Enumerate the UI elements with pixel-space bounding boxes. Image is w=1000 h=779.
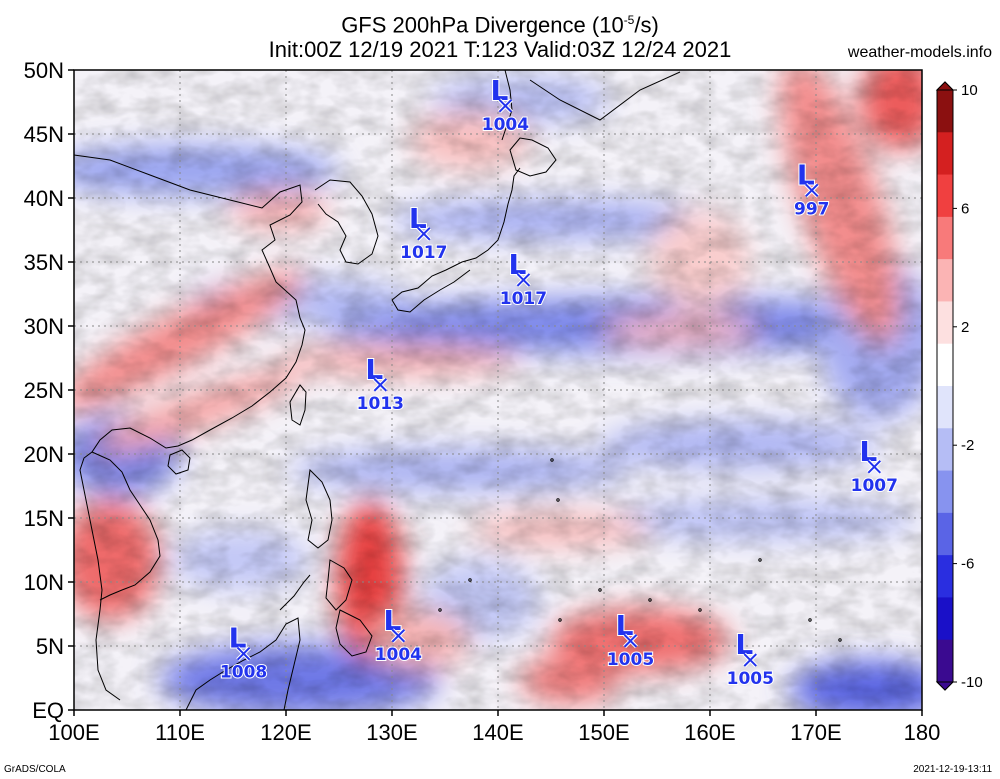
low-pressure-value: 1005 xyxy=(727,669,774,689)
colorbar-label: -6 xyxy=(961,556,974,573)
low-pressure-value: 997 xyxy=(794,199,830,219)
colorbar-frame xyxy=(936,89,954,683)
low-symbol: L xyxy=(509,248,527,281)
low-center-cross xyxy=(867,460,882,474)
lon-tick-label: 120E xyxy=(260,720,311,745)
lat-tick-label: 5N xyxy=(36,634,64,659)
footer-timestamp: 2021-12-19-13:11 xyxy=(913,764,992,775)
low-symbol: L xyxy=(383,604,401,637)
low-pressure-value: 1005 xyxy=(607,650,654,670)
colorbar-swatch xyxy=(937,512,953,556)
colorbar-swatch xyxy=(937,216,953,260)
chart-title: GFS 200hPa Divergence (10-5/s) xyxy=(0,8,1000,37)
low-symbol: L xyxy=(409,202,427,235)
colorbar-swatch xyxy=(937,132,953,176)
low-symbol: L xyxy=(490,74,508,107)
lat-tick-label: 25N xyxy=(24,378,64,403)
longitude-axis: 100E 110E 120E 130E 140E 150E 160E 170E 180 xyxy=(48,710,940,745)
colorbar-swatch xyxy=(937,90,953,133)
low-center-cross xyxy=(498,99,513,113)
colorbar-swatch xyxy=(937,555,953,598)
low-symbol: L xyxy=(859,435,877,468)
lon-tick-label: 160E xyxy=(684,720,735,745)
lon-tick-label: 100E xyxy=(48,720,99,745)
title-exponent: -5 xyxy=(623,13,635,27)
colorbar-swatch xyxy=(937,470,953,514)
low-center-cross xyxy=(743,653,757,667)
lat-tick-label: EQ xyxy=(32,698,64,723)
low-pressure-center: L 1017 xyxy=(499,247,548,310)
colorbar-swatch xyxy=(937,259,953,302)
footer-credit: GrADS/COLA xyxy=(4,764,66,775)
title-unit: /s) xyxy=(634,12,659,38)
low-symbol: L xyxy=(797,158,815,191)
low-symbol: L xyxy=(616,609,634,642)
low-center-cross xyxy=(805,183,819,198)
low-pressure-center: L 1005 xyxy=(606,608,655,671)
graticule xyxy=(74,70,922,710)
colorbar-swatch xyxy=(937,597,953,641)
lon-tick-label: 130E xyxy=(366,720,417,745)
low-pressure-value: 1008 xyxy=(220,663,267,683)
colorbar-bottom-arrow xyxy=(935,681,955,691)
low-pressure-center: L 1004 xyxy=(374,603,423,666)
low-pressure-value: 1004 xyxy=(482,115,529,135)
lat-tick-label: 40N xyxy=(24,186,64,211)
low-center-cross xyxy=(373,378,388,392)
divergence-field xyxy=(74,70,922,710)
colorbar-label: -2 xyxy=(961,437,974,454)
low-center-cross xyxy=(236,646,251,661)
chart-subtitle: Init:00Z 12/19 2021 T:123 Valid:03Z 12/2… xyxy=(268,37,732,62)
colorbar-swatch xyxy=(937,343,953,387)
colorbar-label: 2 xyxy=(961,319,969,336)
low-pressure-value: 1007 xyxy=(851,476,898,496)
low-center-cross xyxy=(623,634,638,648)
lat-tick-label: 20N xyxy=(24,442,64,467)
coastlines xyxy=(74,70,842,710)
colorbar-swatch xyxy=(937,174,953,218)
low-center-cross xyxy=(391,629,406,643)
low-center-cross xyxy=(516,273,531,287)
low-center-cross xyxy=(417,227,431,241)
low-pressure-center: L 1013 xyxy=(356,352,405,415)
colorbar-swatch xyxy=(937,301,953,345)
lon-tick-label: 140E xyxy=(472,720,523,745)
low-pressure-center: L 1007 xyxy=(850,434,899,497)
low-pressure-value: 1013 xyxy=(357,394,404,414)
lat-tick-label: 10N xyxy=(24,570,64,595)
low-pressure-center: L 997 xyxy=(793,157,831,220)
low-symbol: L xyxy=(229,622,247,655)
low-pressure-center: L 1005 xyxy=(726,627,775,690)
colorbar-top-arrow xyxy=(935,81,955,91)
low-pressure-value: 1017 xyxy=(500,289,547,309)
colorbar-swatch xyxy=(937,386,953,429)
lat-tick-label: 35N xyxy=(24,250,64,275)
low-pressure-center: L 1008 xyxy=(219,621,268,684)
colorbar-swatch xyxy=(937,639,953,683)
colorbar-label: -10 xyxy=(961,674,983,691)
low-symbol: L xyxy=(735,628,753,661)
low-symbol: L xyxy=(365,353,383,386)
lat-tick-label: 45N xyxy=(24,122,64,147)
colorbar-label: 10 xyxy=(961,82,978,99)
colorbar-swatch xyxy=(937,428,953,472)
lon-tick-label: 170E xyxy=(790,720,841,745)
lon-tick-label: 180 xyxy=(904,720,941,745)
colorbar: 10 6 2 -2 -6 -10 xyxy=(935,81,983,691)
lon-tick-label: 150E xyxy=(578,720,629,745)
title-text: GFS 200hPa Divergence (10 xyxy=(341,12,624,38)
latitude-axis: 50N 45N 40N 35N 30N 25N 20N 15N 10N 5N EQ xyxy=(24,58,74,723)
low-pressure-value: 1004 xyxy=(375,645,422,665)
lat-tick-label: 30N xyxy=(24,314,64,339)
lat-tick-label: 50N xyxy=(24,58,64,83)
lon-tick-label: 110E xyxy=(155,720,205,745)
low-pressure-center: L 1004 xyxy=(481,73,530,136)
low-pressure-value: 1017 xyxy=(400,243,447,263)
lat-tick-label: 15N xyxy=(24,506,64,531)
colorbar-label: 6 xyxy=(961,200,969,217)
site-credit: weather-models.info xyxy=(847,44,992,61)
low-pressure-center: L 1017 xyxy=(399,201,448,264)
